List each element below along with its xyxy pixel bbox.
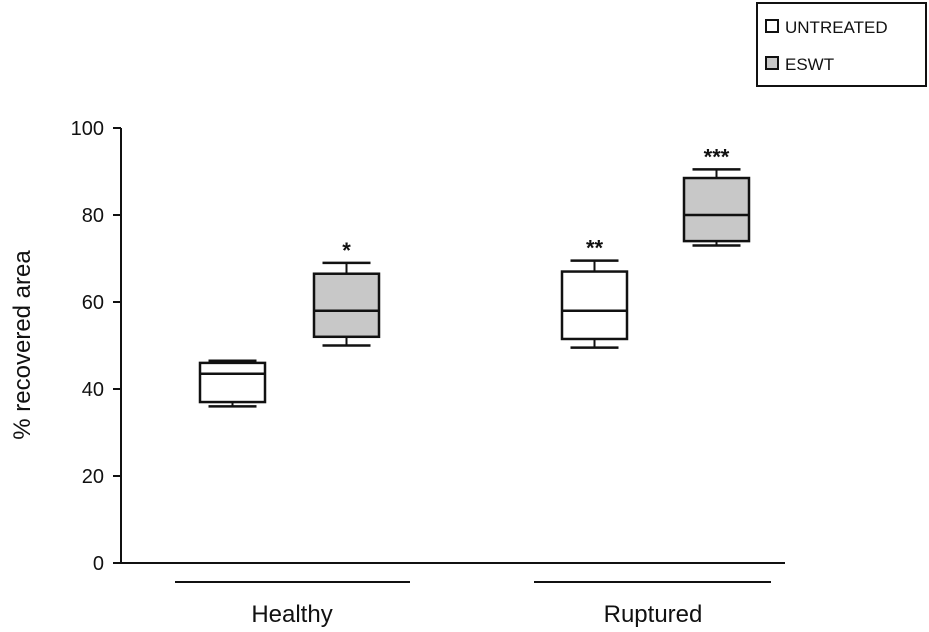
y-tick-label-80: 80 <box>82 205 104 227</box>
boxes: ****** <box>198 144 751 408</box>
iqr-box-untreated-healthy <box>198 361 267 404</box>
significance-eswt-healthy: * <box>342 238 351 263</box>
box-untreated-healthy <box>198 359 267 408</box>
significance-eswt-ruptured: *** <box>704 144 730 169</box>
legend-swatch-untreated <box>765 19 779 33</box>
box-eswt-ruptured: *** <box>682 144 751 247</box>
y-tick-label-60: 60 <box>82 292 104 314</box>
y-tick-label-100: 100 <box>71 118 104 140</box>
box-untreated-ruptured: ** <box>560 236 629 349</box>
significance-untreated-ruptured: ** <box>586 236 604 261</box>
y-axis-title: % recovered area <box>9 250 36 440</box>
legend-swatch-eswt <box>765 56 779 70</box>
iqr-box-untreated-ruptured <box>560 270 629 341</box>
legend-frame <box>756 2 927 87</box>
iqr-box-eswt-healthy <box>312 272 381 339</box>
legend-label-eswt: ESWT <box>785 55 834 74</box>
box-eswt-healthy: * <box>312 238 381 347</box>
legend: UNTREATED ESWT <box>756 2 927 87</box>
y-tick-label-0: 0 <box>93 553 104 575</box>
y-tick-label-40: 40 <box>82 379 104 401</box>
iqr-box-eswt-ruptured <box>682 176 751 243</box>
group-labels: Healthy Ruptured <box>175 581 771 628</box>
group-label-ruptured: Ruptured <box>604 601 703 628</box>
group-label-healthy: Healthy <box>251 601 332 628</box>
legend-label-untreated: UNTREATED <box>785 18 888 37</box>
y-tick-label-20: 20 <box>82 466 104 488</box>
y-ticks: 0 20 40 60 80 100 <box>71 118 121 575</box>
